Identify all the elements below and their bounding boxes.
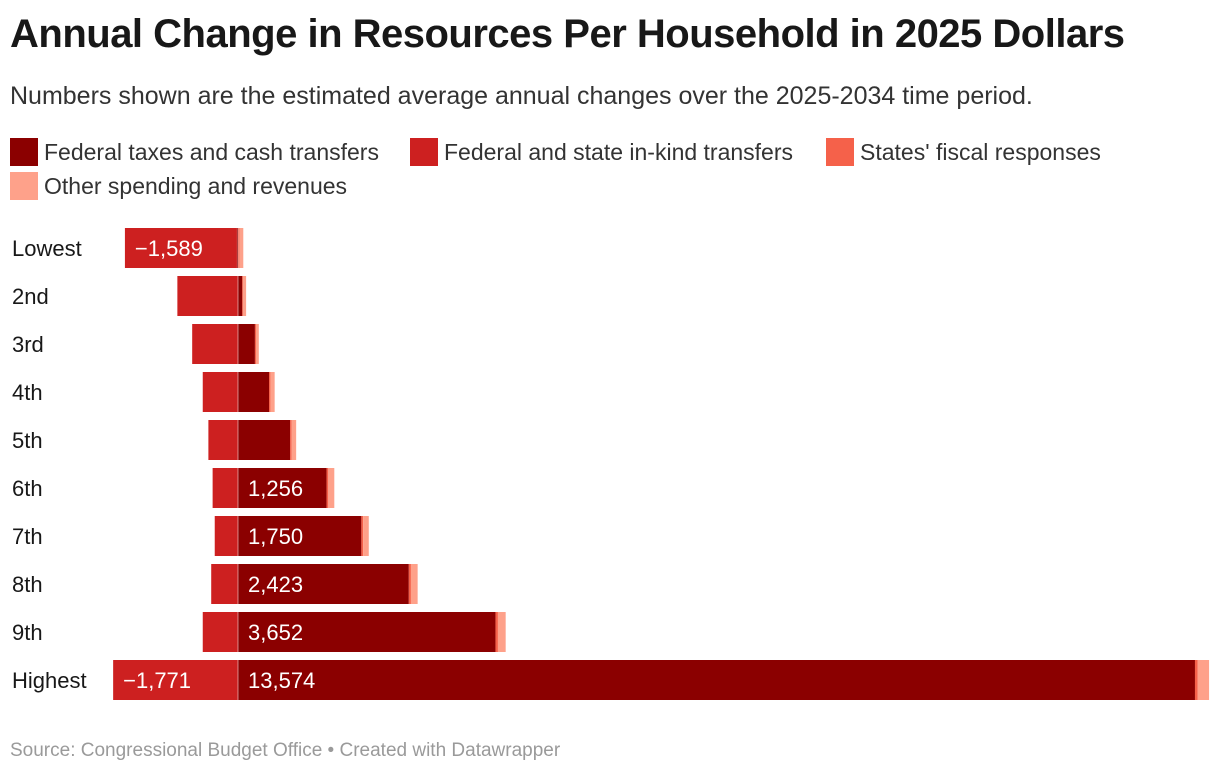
category-label: 7th bbox=[12, 524, 43, 549]
category-label: 4th bbox=[12, 380, 43, 405]
bar-row: 5th bbox=[12, 420, 297, 460]
bar-segment bbox=[214, 516, 238, 556]
bar-segment bbox=[239, 228, 244, 268]
bar-segment bbox=[238, 468, 327, 508]
data-label: 2,423 bbox=[248, 572, 303, 597]
bar-segment bbox=[238, 612, 496, 652]
chart-title: Annual Change in Resources Per Household… bbox=[10, 12, 1125, 56]
chart-subtitle: Numbers shown are the estimated average … bbox=[10, 82, 1033, 110]
bar-segment bbox=[212, 468, 238, 508]
bar-segment bbox=[270, 372, 275, 412]
bar-segment bbox=[363, 516, 369, 556]
legend-label: States' fiscal responses bbox=[860, 138, 1101, 165]
bar-segment bbox=[290, 420, 292, 460]
bar-segment bbox=[291, 420, 297, 460]
bar-segment bbox=[113, 660, 238, 700]
category-label: 6th bbox=[12, 476, 43, 501]
data-label: 1,750 bbox=[248, 524, 303, 549]
bar-row: 8th 2,423 bbox=[12, 564, 418, 604]
bar-segment bbox=[410, 564, 418, 604]
category-label: 2nd bbox=[12, 284, 49, 309]
bar-segment bbox=[124, 228, 237, 268]
bar-row: 3rd bbox=[12, 324, 259, 364]
bar-segment bbox=[236, 228, 238, 268]
data-label: 1,256 bbox=[248, 476, 303, 501]
category-label: Highest bbox=[12, 668, 87, 693]
bar-segment bbox=[238, 516, 362, 556]
stacked-bar-chart: Lowest −1,589 2nd 3rd 4th 5th 6th 1,256 7th 1,750… bbox=[12, 228, 1210, 700]
bar-row: 6th 1,256 bbox=[12, 468, 335, 508]
bar-segment bbox=[1194, 660, 1198, 700]
data-label: 13,574 bbox=[248, 668, 315, 693]
bar-segment bbox=[254, 324, 256, 364]
bar-segment bbox=[238, 564, 409, 604]
bar-segment bbox=[238, 372, 270, 412]
bar-row: Highest 13,574 −1,771 bbox=[12, 660, 1210, 700]
legend-item-federal-taxes: Federal taxes and cash transfers bbox=[10, 138, 379, 166]
legend-swatch bbox=[826, 138, 854, 166]
bar-segment bbox=[208, 420, 238, 460]
bar-segment bbox=[243, 276, 247, 316]
bar-segment bbox=[238, 420, 291, 460]
bar-segment bbox=[202, 372, 238, 412]
bar-segment bbox=[408, 564, 411, 604]
category-label: Lowest bbox=[12, 236, 82, 261]
bar-row: 7th 1,750 bbox=[12, 516, 369, 556]
legend-swatch bbox=[10, 138, 38, 166]
bar-segment bbox=[361, 516, 364, 556]
category-label: 3rd bbox=[12, 332, 44, 357]
bar-segment bbox=[326, 468, 329, 508]
source-note: Source: Congressional Budget Office • Cr… bbox=[10, 740, 561, 761]
bar-segment bbox=[202, 612, 238, 652]
data-label: 3,652 bbox=[248, 620, 303, 645]
legend-swatch bbox=[10, 172, 38, 200]
legend-label: Federal taxes and cash transfers bbox=[44, 138, 379, 165]
bar-segment bbox=[497, 612, 506, 652]
legend-item-states-fiscal: States' fiscal responses bbox=[826, 138, 1101, 166]
bar-segment bbox=[242, 276, 244, 316]
legend-item-in-kind-transfers: Federal and state in-kind transfers bbox=[410, 138, 793, 166]
data-label: −1,771 bbox=[123, 668, 191, 693]
bar-segment bbox=[269, 372, 271, 412]
bar-segment bbox=[238, 276, 243, 316]
bar-segment bbox=[192, 324, 238, 364]
legend-label: Federal and state in-kind transfers bbox=[444, 138, 794, 165]
category-label: 5th bbox=[12, 428, 43, 453]
bar-segment bbox=[1197, 660, 1210, 700]
bar-row: 9th 3,652 bbox=[12, 612, 506, 652]
bar-segment bbox=[177, 276, 238, 316]
legend-item-other-spending: Other spending and revenues bbox=[10, 172, 347, 200]
bar-segment bbox=[211, 564, 238, 604]
bar-segment bbox=[238, 228, 240, 268]
bar-segment bbox=[495, 612, 498, 652]
bar-segment bbox=[328, 468, 335, 508]
category-label: 8th bbox=[12, 572, 43, 597]
data-label: −1,589 bbox=[135, 236, 203, 261]
bar-segment bbox=[238, 660, 1195, 700]
legend-label: Other spending and revenues bbox=[44, 172, 348, 199]
category-label: 9th bbox=[12, 620, 43, 645]
bar-row: 2nd bbox=[12, 276, 247, 316]
bar-segment bbox=[255, 324, 259, 364]
legend-swatch bbox=[410, 138, 438, 166]
bar-row: Lowest −1,589 bbox=[12, 228, 244, 268]
bar-segment bbox=[238, 324, 255, 364]
bar-row: 4th bbox=[12, 372, 275, 412]
